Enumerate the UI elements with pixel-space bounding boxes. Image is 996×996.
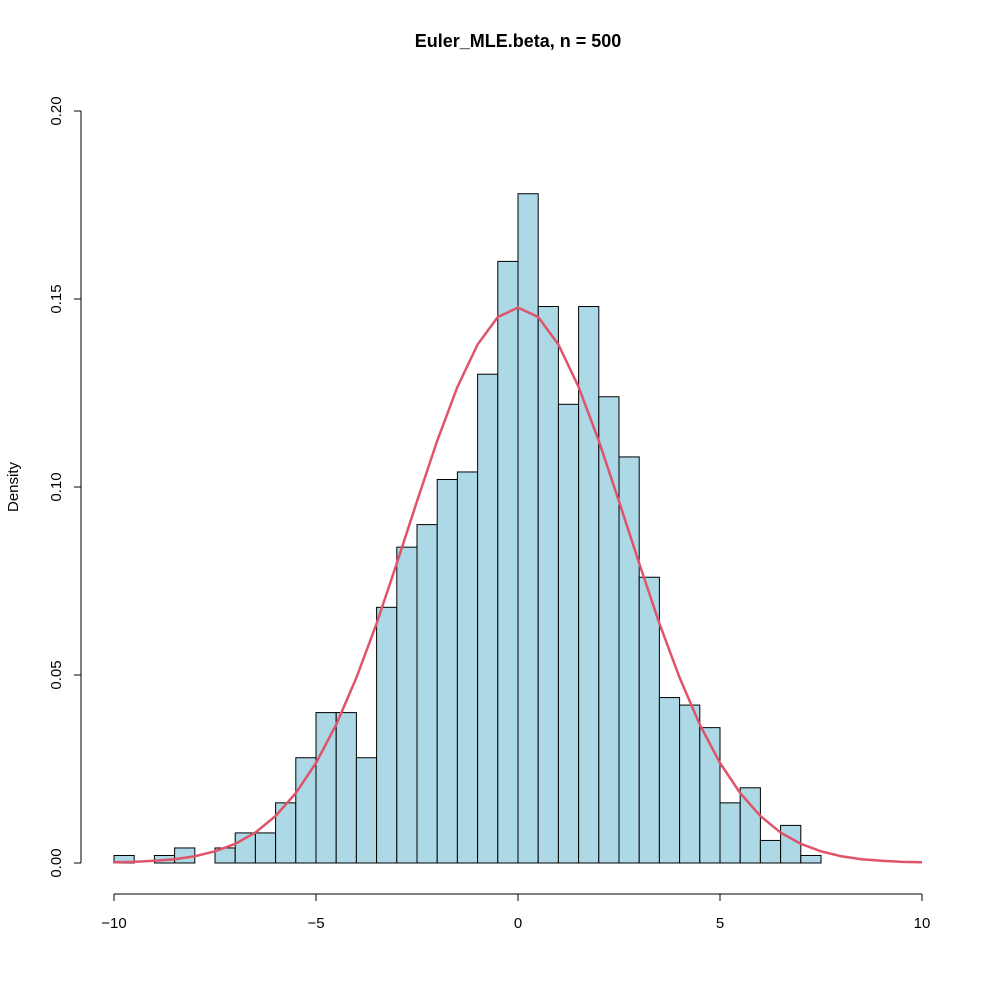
bar xyxy=(517,193,539,864)
bar xyxy=(719,802,741,864)
x-tick-label: −10 xyxy=(101,915,126,932)
density-curve xyxy=(113,306,923,864)
bar xyxy=(315,712,337,864)
bar xyxy=(335,712,357,864)
y-tick-label: 0.00 xyxy=(48,848,65,877)
y-tick-label: 0.15 xyxy=(48,284,65,313)
bar xyxy=(295,757,317,864)
bar xyxy=(780,824,802,864)
x-tick-label: −5 xyxy=(307,915,324,932)
y-tick-label: 0.20 xyxy=(48,96,65,125)
x-tick-label: 0 xyxy=(514,915,522,932)
bar xyxy=(739,787,761,864)
chart-title: Euler_MLE.beta, n = 500 xyxy=(415,31,622,51)
bar xyxy=(456,471,479,864)
bar xyxy=(376,606,398,864)
bar xyxy=(254,832,277,864)
bar xyxy=(557,403,580,864)
bar xyxy=(679,704,701,864)
bar xyxy=(497,260,519,864)
bar xyxy=(416,524,438,864)
bar xyxy=(638,576,660,864)
bar xyxy=(800,854,822,864)
bar xyxy=(578,306,600,864)
x-tick-label: 5 xyxy=(716,915,724,932)
bar xyxy=(436,478,458,864)
bar xyxy=(396,546,418,864)
bar xyxy=(537,306,559,864)
y-axis-label: Density xyxy=(5,461,22,512)
bar xyxy=(355,757,378,864)
bar xyxy=(658,697,681,864)
y-tick-label: 0.10 xyxy=(48,472,65,501)
bar xyxy=(618,456,640,864)
x-tick-label: 10 xyxy=(914,915,931,932)
bar xyxy=(699,727,721,864)
bar xyxy=(598,396,620,864)
y-tick-label: 0.05 xyxy=(48,660,65,689)
bar xyxy=(477,373,499,864)
bar xyxy=(759,839,782,864)
